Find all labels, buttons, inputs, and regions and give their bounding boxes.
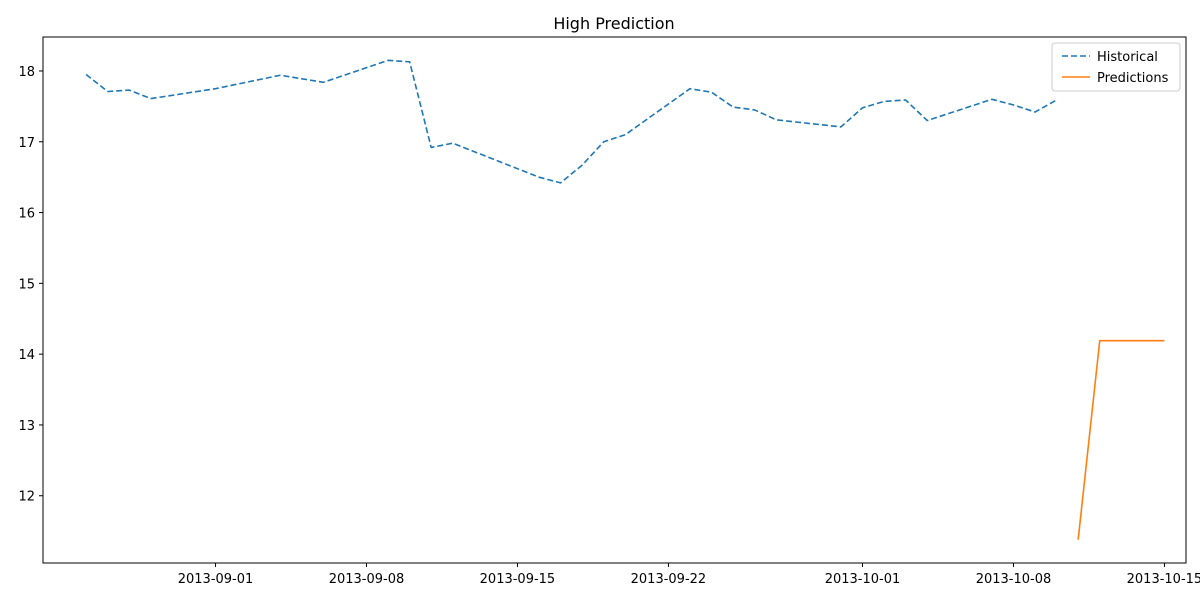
legend: Historical Predictions — [1051, 42, 1181, 92]
y-tick-label: 16 — [18, 207, 35, 222]
x-tick-label: 2013-09-15 — [480, 572, 556, 587]
y-tick-label: 13 — [18, 419, 35, 434]
x-tick-label: 2013-10-15 — [1127, 572, 1200, 587]
x-tick-label: 2013-10-01 — [825, 572, 901, 587]
y-tick-label: 18 — [18, 65, 35, 80]
chart-title: High Prediction — [553, 14, 674, 33]
y-tick-label: 17 — [18, 136, 35, 151]
y-tick-label: 12 — [18, 490, 35, 505]
x-tick-label: 2013-09-08 — [329, 572, 405, 587]
x-tick-label: 2013-09-22 — [631, 572, 707, 587]
legend-box — [1051, 42, 1181, 92]
plot-area-frame — [42, 36, 1187, 564]
legend-label-historical: Historical — [1097, 50, 1158, 65]
series-line-predictions — [1077, 339, 1165, 540]
y-tick-label: 15 — [18, 277, 35, 292]
x-tick-label: 2013-10-08 — [976, 572, 1052, 587]
series-layer — [85, 59, 1165, 540]
series-line-historical — [85, 59, 1057, 184]
axes-layer: 12 13 14 15 16 17 18 2013-09-01 2013-09-08 2013-0… — [18, 65, 1200, 587]
y-tick-label: 14 — [18, 348, 35, 363]
x-tick-label: 2013-09-01 — [178, 572, 254, 587]
legend-label-predictions: Predictions — [1097, 71, 1169, 86]
